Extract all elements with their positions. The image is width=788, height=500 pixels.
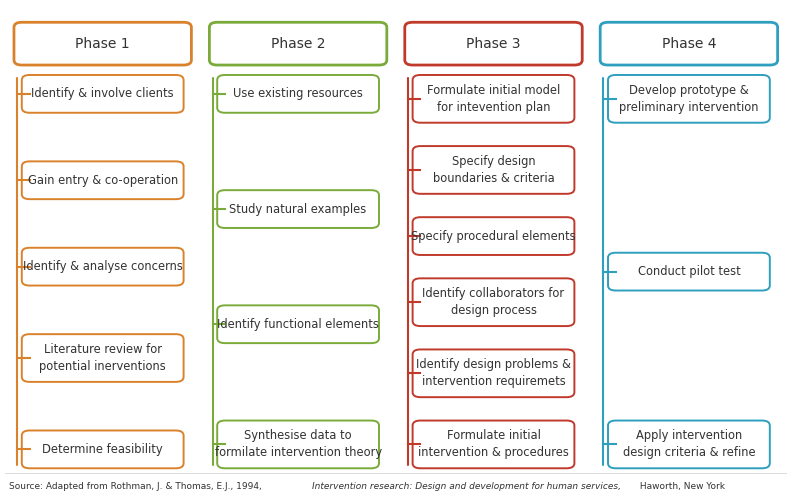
FancyBboxPatch shape [22,162,184,199]
Text: Formulate initial model
for intevention plan: Formulate initial model for intevention … [427,84,560,114]
Text: Identify & involve clients: Identify & involve clients [32,88,174,101]
Text: Determine feasibility: Determine feasibility [43,443,163,456]
Text: Use existing resources: Use existing resources [233,88,363,101]
FancyBboxPatch shape [413,350,574,397]
Text: Phase 4: Phase 4 [662,36,716,51]
FancyBboxPatch shape [22,75,184,113]
Text: Identify functional elements: Identify functional elements [217,318,379,331]
FancyBboxPatch shape [22,248,184,286]
Text: Identify design problems &
intervention requiremets: Identify design problems & intervention … [416,358,571,388]
FancyBboxPatch shape [413,278,574,326]
FancyBboxPatch shape [405,22,582,65]
FancyBboxPatch shape [14,22,191,65]
FancyBboxPatch shape [217,75,379,113]
Text: Identify & analyse concerns: Identify & analyse concerns [23,260,183,273]
FancyBboxPatch shape [217,420,379,469]
Text: Gain entry & co-operation: Gain entry & co-operation [28,174,178,187]
Text: Apply intervention
design criteria & refine: Apply intervention design criteria & ref… [623,430,755,460]
FancyBboxPatch shape [22,334,184,382]
Text: Specify procedural elements: Specify procedural elements [411,230,576,242]
Text: Specify design
boundaries & criteria: Specify design boundaries & criteria [433,155,555,185]
Text: Conduct pilot test: Conduct pilot test [637,265,740,278]
FancyBboxPatch shape [608,252,770,290]
Text: Formulate initial
intervention & procedures: Formulate initial intervention & procedu… [418,430,569,460]
FancyBboxPatch shape [217,306,379,343]
Text: Phase 1: Phase 1 [76,36,130,51]
Text: Synthesise data to
formilate intervention theory: Synthesise data to formilate interventio… [214,430,381,460]
FancyBboxPatch shape [413,146,574,194]
Text: Identify collaborators for
design process: Identify collaborators for design proces… [422,287,564,317]
Text: Source: Adapted from Rothman, J. & Thomas, E.J., 1994,: Source: Adapted from Rothman, J. & Thoma… [9,482,265,490]
Text: Study natural examples: Study natural examples [229,202,366,215]
FancyBboxPatch shape [413,420,574,469]
FancyBboxPatch shape [600,22,778,65]
FancyBboxPatch shape [413,75,574,122]
Text: Literature review for
potential inerventions: Literature review for potential inervent… [39,343,166,373]
FancyBboxPatch shape [22,430,184,469]
FancyBboxPatch shape [608,420,770,469]
Text: Phase 2: Phase 2 [271,36,325,51]
FancyBboxPatch shape [217,190,379,228]
Text: Intervention research: Design and development for human services,: Intervention research: Design and develo… [312,482,621,490]
Text: Develop prototype &
preliminary intervention: Develop prototype & preliminary interven… [619,84,759,114]
FancyBboxPatch shape [413,217,574,255]
FancyBboxPatch shape [210,22,387,65]
FancyBboxPatch shape [608,75,770,122]
Text: Haworth, New York: Haworth, New York [637,482,724,490]
Text: Phase 3: Phase 3 [466,36,521,51]
